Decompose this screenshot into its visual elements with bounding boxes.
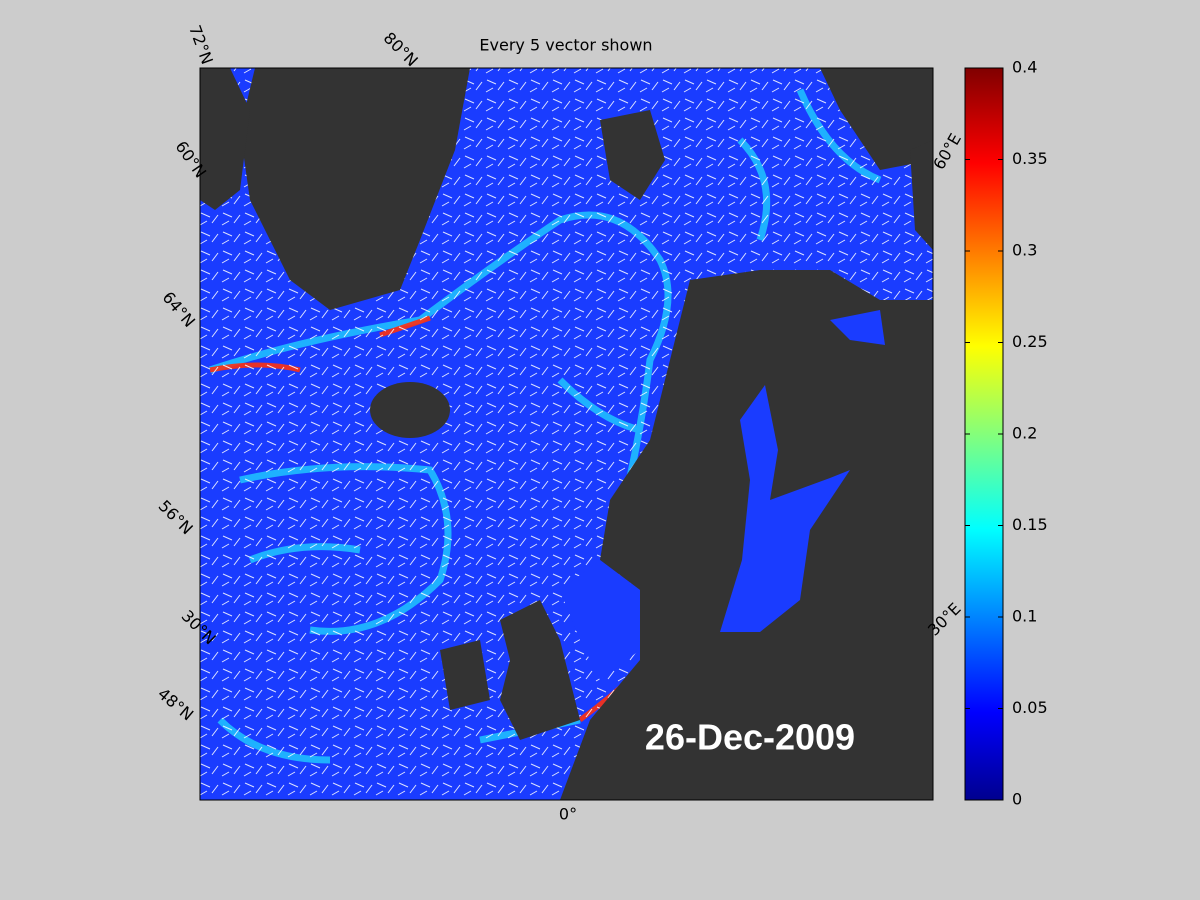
map-frame bbox=[199, 67, 934, 801]
map bbox=[200, 68, 933, 800]
colorbar-tick-label: 0.05 bbox=[1012, 698, 1048, 717]
baltic-sea bbox=[720, 310, 885, 632]
date-label: 26-Dec-2009 bbox=[645, 717, 855, 758]
map-title: Every 5 vector shown bbox=[479, 36, 652, 55]
colorbar-tick-label: 0.15 bbox=[1012, 515, 1048, 534]
colorbar-tick-label: 0.3 bbox=[1012, 241, 1037, 260]
colorbar-tick-label: 0.25 bbox=[1012, 332, 1048, 351]
colorbar-tick-label: 0.4 bbox=[1012, 58, 1037, 77]
colorbar-tick-label: 0 bbox=[1012, 790, 1022, 809]
colorbar-tick-label: 0.1 bbox=[1012, 607, 1037, 626]
graticule-label: 0° bbox=[559, 805, 577, 824]
colorbar bbox=[964, 67, 1004, 801]
colorbar-tick-label: 0.2 bbox=[1012, 424, 1037, 443]
colorbar-tick-label: 0.35 bbox=[1012, 149, 1048, 168]
north-sea bbox=[560, 560, 640, 680]
